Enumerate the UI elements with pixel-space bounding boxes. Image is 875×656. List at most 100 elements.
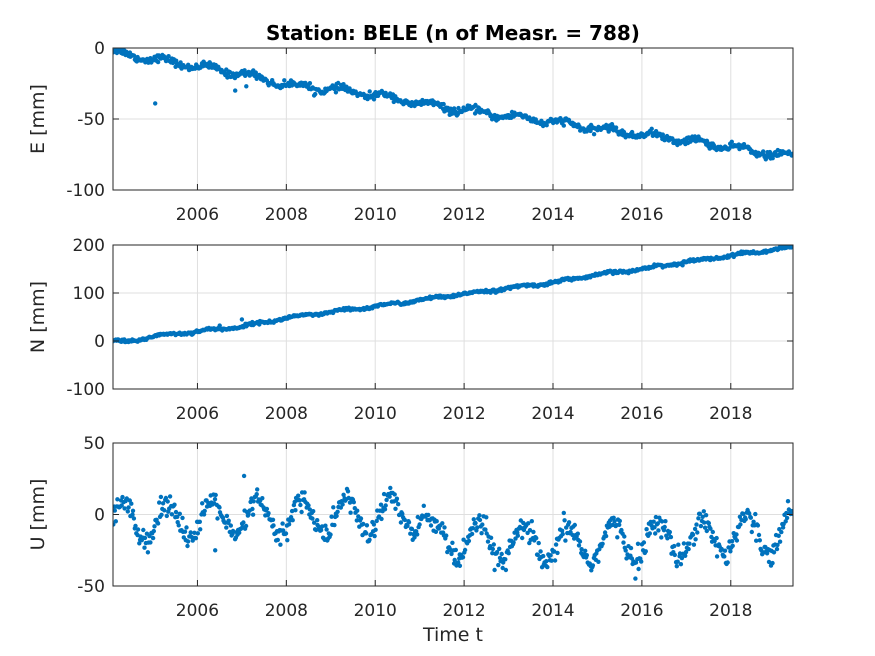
data-point	[460, 555, 466, 560]
data-point	[696, 516, 701, 521]
data-point	[409, 526, 415, 532]
data-point	[485, 539, 491, 544]
data-point	[255, 487, 260, 492]
data-point	[159, 512, 164, 517]
x-tick-label: 2010	[354, 205, 397, 225]
data-point	[125, 509, 130, 514]
data-point	[563, 538, 568, 543]
data-point	[381, 491, 387, 497]
data-point	[559, 528, 565, 533]
data-point	[675, 559, 680, 564]
data-point	[747, 511, 752, 516]
data-point	[526, 521, 531, 526]
y-tick-label: 50	[83, 434, 105, 454]
x-tick-label: 2008	[265, 601, 308, 621]
x-tick-label: 2012	[442, 601, 485, 621]
data-points	[113, 473, 793, 581]
data-point	[280, 521, 285, 526]
data-point	[761, 149, 766, 154]
data-point	[286, 522, 292, 527]
data-point	[141, 527, 146, 533]
data-point	[408, 531, 413, 536]
data-point	[433, 529, 439, 534]
data-point	[680, 263, 685, 268]
data-point	[783, 519, 788, 524]
data-point	[629, 129, 635, 135]
data-point	[126, 505, 131, 510]
y-axis-label: E [mm]	[27, 84, 49, 154]
data-point	[560, 531, 565, 537]
data-point	[341, 82, 346, 87]
data-point	[394, 496, 400, 501]
data-point	[692, 526, 698, 532]
x-tick-label: 2008	[265, 404, 308, 424]
data-point	[264, 506, 270, 512]
data-point	[224, 525, 229, 530]
data-point	[492, 567, 497, 573]
data-point	[260, 496, 265, 501]
data-point	[173, 509, 179, 515]
data-point	[172, 502, 177, 507]
data-point	[160, 501, 166, 506]
data-point	[668, 534, 674, 540]
data-point	[672, 552, 677, 558]
data-point	[213, 492, 218, 498]
data-point	[741, 511, 746, 516]
data-point	[490, 546, 495, 552]
data-point	[499, 551, 504, 557]
data-point	[405, 523, 410, 529]
data-point	[289, 508, 295, 514]
x-tick-label: 2006	[176, 601, 219, 621]
y-tick-label: -50	[77, 577, 105, 597]
data-point	[133, 523, 138, 529]
data-point	[683, 549, 689, 555]
x-tick-label: 2012	[442, 205, 485, 225]
outlier-point	[233, 88, 238, 93]
data-point	[122, 506, 127, 511]
data-point	[667, 529, 672, 535]
data-point	[200, 501, 205, 506]
data-point	[764, 551, 770, 556]
data-point	[152, 524, 157, 529]
outlier-point	[217, 323, 222, 328]
data-point	[491, 542, 496, 547]
data-point	[145, 550, 151, 555]
data-point	[318, 527, 324, 533]
data-point	[770, 560, 775, 566]
data-point	[441, 101, 446, 107]
data-point	[501, 560, 506, 565]
data-point	[719, 546, 724, 552]
data-point	[462, 547, 468, 553]
data-point	[722, 554, 727, 559]
data-point	[307, 81, 313, 86]
data-point	[691, 542, 697, 547]
data-point	[332, 522, 337, 528]
data-point	[628, 545, 634, 551]
outlier-point	[239, 317, 245, 322]
data-point	[687, 541, 692, 546]
data-point	[278, 542, 283, 547]
data-point	[150, 535, 156, 541]
data-point	[415, 532, 420, 537]
x-tick-label: 2012	[442, 404, 485, 424]
data-point	[743, 517, 748, 522]
data-point	[354, 518, 359, 523]
data-point	[283, 531, 289, 536]
x-tick-label: 2018	[709, 205, 752, 225]
data-point	[130, 512, 135, 517]
x-tick-label: 2018	[709, 404, 752, 424]
data-point	[771, 550, 777, 555]
y-tick-label: 0	[94, 332, 105, 352]
data-point	[176, 523, 181, 528]
data-point	[466, 538, 472, 544]
data-point	[131, 53, 137, 58]
data-point	[471, 517, 476, 522]
data-point	[417, 522, 422, 527]
data-point	[185, 539, 191, 544]
data-point	[367, 89, 372, 94]
data-point	[339, 499, 344, 504]
data-point	[113, 522, 116, 527]
data-point	[503, 567, 509, 573]
data-point	[453, 547, 458, 553]
data-point	[681, 541, 687, 546]
